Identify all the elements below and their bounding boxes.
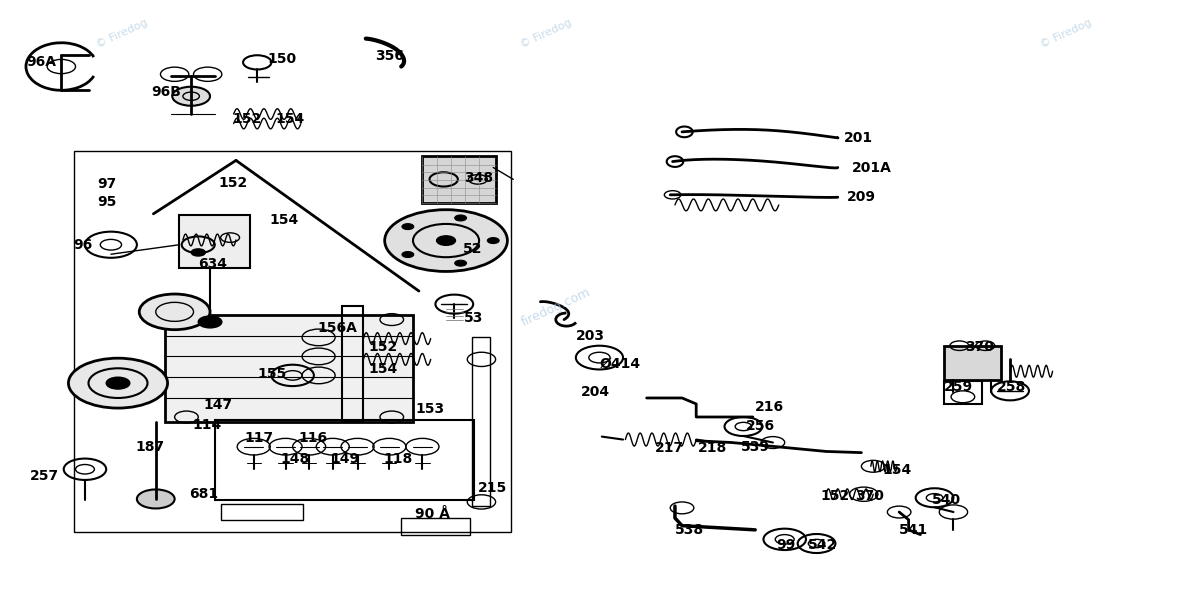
Text: 538: 538	[675, 523, 704, 537]
Text: 152: 152	[218, 176, 248, 190]
Text: 97: 97	[97, 177, 116, 191]
Bar	[342, 306, 363, 422]
Text: 203: 203	[576, 328, 605, 343]
Text: 539: 539	[741, 440, 771, 454]
Text: 257: 257	[30, 469, 59, 484]
Text: Ø414: Ø414	[599, 356, 641, 371]
Circle shape	[106, 377, 130, 389]
Text: © Firedog: © Firedog	[94, 18, 149, 50]
Circle shape	[454, 215, 466, 221]
Text: 147: 147	[203, 398, 232, 412]
Text: 53: 53	[464, 311, 483, 325]
Circle shape	[191, 249, 205, 256]
Bar	[221, 504, 303, 520]
Circle shape	[172, 87, 210, 106]
Circle shape	[454, 260, 466, 266]
Text: 156A: 156A	[317, 321, 358, 335]
Text: 152: 152	[820, 489, 850, 503]
Text: 540: 540	[932, 493, 962, 507]
Circle shape	[437, 236, 455, 245]
Text: 201: 201	[844, 131, 873, 145]
Text: 116: 116	[299, 431, 328, 446]
Text: 154: 154	[368, 362, 398, 377]
Text: 52: 52	[463, 242, 483, 257]
Circle shape	[385, 210, 507, 271]
Text: 201A: 201A	[852, 160, 892, 175]
Text: 96B: 96B	[151, 85, 181, 99]
Text: 154: 154	[275, 112, 304, 126]
Bar	[215, 420, 474, 500]
Text: 152: 152	[368, 340, 398, 355]
Text: 681: 681	[189, 487, 218, 501]
Circle shape	[139, 294, 210, 330]
Text: 542: 542	[808, 538, 838, 552]
Text: 96: 96	[73, 238, 92, 252]
Circle shape	[198, 316, 222, 328]
Bar	[74, 151, 511, 532]
Text: 370: 370	[965, 340, 994, 355]
Bar	[179, 215, 250, 268]
Text: 153: 153	[415, 402, 445, 416]
Text: 150: 150	[268, 52, 297, 67]
Text: firedog.com: firedog.com	[519, 285, 592, 328]
Text: 204: 204	[581, 385, 610, 399]
Text: 217: 217	[655, 441, 684, 456]
Text: 90 Å: 90 Å	[415, 507, 451, 521]
Text: 209: 209	[847, 190, 877, 204]
Text: 99: 99	[776, 538, 795, 552]
Circle shape	[68, 358, 168, 408]
Circle shape	[402, 223, 414, 229]
Bar	[944, 381, 982, 404]
Text: 96A: 96A	[26, 55, 55, 69]
Bar	[165, 315, 413, 422]
Bar	[422, 156, 496, 203]
Text: 370: 370	[856, 489, 884, 503]
Circle shape	[487, 238, 499, 244]
Text: 114: 114	[192, 418, 222, 432]
Circle shape	[137, 489, 175, 508]
Text: 149: 149	[330, 451, 360, 466]
Text: 148: 148	[281, 451, 310, 466]
Text: 154: 154	[269, 213, 299, 227]
Text: 216: 216	[755, 400, 785, 414]
Text: 218: 218	[697, 441, 727, 456]
Text: 155: 155	[257, 367, 287, 381]
Text: 356: 356	[375, 49, 405, 64]
Text: 117: 117	[244, 431, 274, 446]
Text: 187: 187	[136, 440, 165, 454]
Text: 258: 258	[997, 380, 1027, 394]
Text: 215: 215	[478, 481, 507, 495]
Text: © Firedog: © Firedog	[1038, 18, 1093, 50]
Bar	[401, 518, 470, 535]
Text: 348: 348	[464, 171, 493, 185]
Text: 256: 256	[746, 419, 775, 434]
Text: © Firedog: © Firedog	[519, 18, 573, 50]
Text: 152: 152	[232, 112, 262, 126]
Circle shape	[402, 252, 414, 258]
Text: 541: 541	[899, 523, 929, 537]
Text: 95: 95	[97, 195, 116, 209]
Bar	[944, 346, 1001, 380]
Text: 634: 634	[198, 257, 228, 271]
Text: 154: 154	[883, 463, 912, 478]
Text: 118: 118	[384, 451, 413, 466]
Text: 259: 259	[944, 380, 973, 394]
Bar	[472, 337, 490, 506]
